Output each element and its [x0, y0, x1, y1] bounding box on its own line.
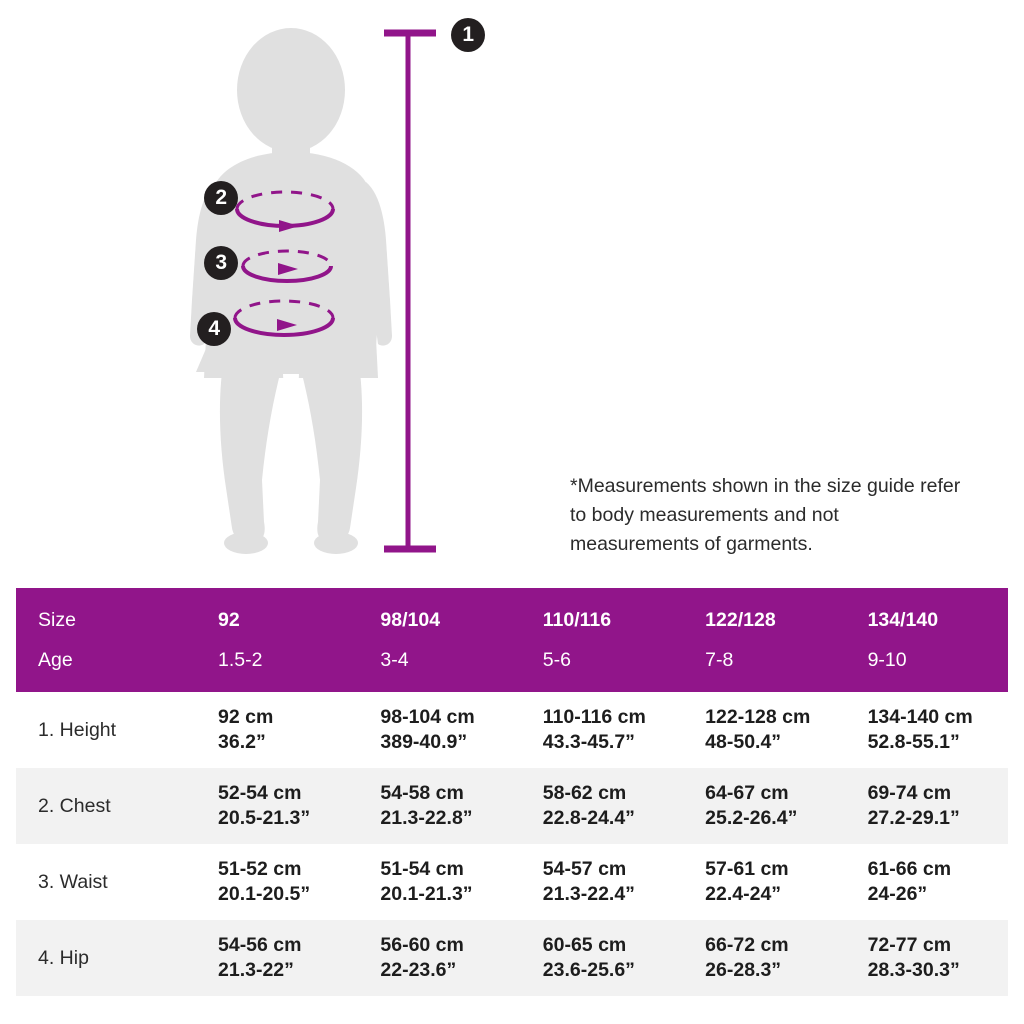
- value-cm: 54-58 cm: [380, 782, 464, 804]
- cell-chest-92: 52-54 cm 20.5-21.3”: [196, 768, 359, 844]
- value-cm: 54-56 cm: [218, 934, 302, 956]
- chest-measure-ellipse: [235, 190, 335, 232]
- header-age-1: 3-4: [358, 640, 521, 692]
- cell-waist-98-104: 51-54 cm 20.1-21.3”: [358, 844, 521, 920]
- value-in: 20.5-21.3”: [218, 807, 311, 829]
- row-label-waist: 3. Waist: [16, 844, 196, 920]
- header-size-2: 110/116: [520, 588, 684, 640]
- height-measure-line: [384, 29, 436, 553]
- value-cm: 61-66 cm: [867, 858, 952, 880]
- silhouette-leg-gap: [283, 374, 299, 430]
- header-size-0: 92: [196, 588, 359, 640]
- table-row: 2. Chest 52-54 cm 20.5-21.3” 54-58 cm 21…: [16, 768, 1008, 844]
- measurements-footnote: *Measurements shown in the size guide re…: [570, 475, 961, 555]
- value-cm: 51-52 cm: [218, 858, 302, 880]
- cell-hip-134-140: 72-77 cm 28.3-30.3”: [845, 920, 1008, 996]
- value-cm: 134-140 cm: [867, 706, 973, 728]
- value-cm: 92 cm: [218, 706, 274, 728]
- cell-height-110-116: 110-116 cm 43.3-45.7”: [520, 692, 684, 768]
- value-in: 20.1-21.3”: [380, 883, 473, 905]
- table-row: 4. Hip 54-56 cm 21.3-22” 56-60 cm 22-23.…: [16, 920, 1008, 996]
- header-age-0: 1.5-2: [196, 640, 359, 692]
- cell-waist-122-128: 57-61 cm 22.4-24”: [683, 844, 846, 920]
- value-in: 22.4-24”: [705, 883, 782, 905]
- value-cm: 122-128 cm: [705, 706, 811, 728]
- value-in: 22-23.6”: [380, 959, 457, 981]
- value-in: 27.2-29.1”: [867, 807, 960, 829]
- value-cm: 66-72 cm: [705, 934, 789, 956]
- size-table-head: Size 92 98/104 110/116 122/128 134/140 A…: [16, 588, 1008, 692]
- value-in: 26-28.3”: [705, 959, 782, 981]
- value-cm: 60-65 cm: [542, 934, 627, 956]
- hip-measure-ellipse: [233, 299, 335, 337]
- cell-height-122-128: 122-128 cm 48-50.4”: [683, 692, 846, 768]
- cell-waist-110-116: 54-57 cm 21.3-22.4”: [520, 844, 684, 920]
- value-cm: 51-54 cm: [380, 858, 464, 880]
- cell-hip-92: 54-56 cm 21.3-22”: [196, 920, 359, 996]
- value-cm: 98-104 cm: [380, 706, 475, 728]
- value-cm: 69-74 cm: [867, 782, 952, 804]
- cell-hip-122-128: 66-72 cm 26-28.3”: [683, 920, 846, 996]
- cell-chest-98-104: 54-58 cm 21.3-22.8”: [358, 768, 521, 844]
- cell-hip-98-104: 56-60 cm 22-23.6”: [358, 920, 521, 996]
- value-in: 36.2”: [218, 731, 266, 753]
- value-in: 20.1-20.5”: [218, 883, 311, 905]
- child-figure-diagram: [190, 28, 436, 554]
- value-in: 23.6-25.6”: [542, 959, 635, 981]
- value-in: 389-40.9”: [380, 731, 468, 753]
- value-in: 21.3-22.4”: [542, 883, 635, 905]
- size-table-body: 1. Height 92 cm 36.2” 98-104 cm 389-40.9…: [16, 692, 1008, 996]
- cell-waist-92: 51-52 cm 20.1-20.5”: [196, 844, 359, 920]
- cell-chest-110-116: 58-62 cm 22.8-24.4”: [520, 768, 684, 844]
- header-age-4: 9-10: [845, 640, 1008, 692]
- value-in: 21.3-22.8”: [380, 807, 473, 829]
- header-size-3: 122/128: [683, 588, 846, 640]
- header-age-3: 7-8: [683, 640, 846, 692]
- value-in: 25.2-26.4”: [705, 807, 798, 829]
- row-label-hip: 4. Hip: [16, 920, 196, 996]
- value-in: 22.8-24.4”: [542, 807, 635, 829]
- badge-3-waist: 3: [204, 246, 238, 280]
- value-cm: 54-57 cm: [542, 858, 627, 880]
- header-size-4: 134/140: [845, 588, 1008, 640]
- value-cm: 57-61 cm: [705, 858, 789, 880]
- header-size-label: Size: [16, 588, 196, 640]
- value-in: 24-26”: [867, 883, 928, 905]
- cell-height-98-104: 98-104 cm 389-40.9”: [358, 692, 521, 768]
- cell-waist-134-140: 61-66 cm 24-26”: [845, 844, 1008, 920]
- cell-chest-122-128: 64-67 cm 25.2-26.4”: [683, 768, 846, 844]
- value-cm: 64-67 cm: [705, 782, 789, 804]
- value-cm: 58-62 cm: [542, 782, 627, 804]
- value-cm: 72-77 cm: [867, 934, 952, 956]
- row-label-chest: 2. Chest: [16, 768, 196, 844]
- cell-height-134-140: 134-140 cm 52.8-55.1”: [845, 692, 1008, 768]
- header-size-1: 98/104: [358, 588, 521, 640]
- value-in: 48-50.4”: [705, 731, 782, 753]
- badge-1-height: 1: [451, 18, 485, 52]
- value-cm: 56-60 cm: [380, 934, 464, 956]
- cell-hip-110-116: 60-65 cm 23.6-25.6”: [520, 920, 684, 996]
- header-age-2: 5-6: [520, 640, 684, 692]
- header-row-age: Age 1.5-2 3-4 5-6 7-8 9-10: [16, 640, 1008, 692]
- row-label-height: 1. Height: [16, 692, 196, 768]
- value-cm: 52-54 cm: [218, 782, 302, 804]
- header-age-label: Age: [16, 640, 196, 692]
- child-silhouette-icon: [190, 28, 392, 554]
- value-in: 43.3-45.7”: [542, 731, 635, 753]
- cell-height-92: 92 cm 36.2”: [196, 692, 359, 768]
- value-in: 52.8-55.1”: [867, 731, 960, 753]
- value-cm: 110-116 cm: [542, 706, 646, 728]
- table-row: 3. Waist 51-52 cm 20.1-20.5” 51-54 cm 20…: [16, 844, 1008, 920]
- size-guide-table: Size 92 98/104 110/116 122/128 134/140 A…: [16, 588, 1008, 996]
- value-in: 28.3-30.3”: [867, 959, 960, 981]
- table-row: 1. Height 92 cm 36.2” 98-104 cm 389-40.9…: [16, 692, 1008, 768]
- value-in: 21.3-22”: [218, 959, 294, 981]
- badge-2-chest: 2: [204, 181, 238, 215]
- cell-chest-134-140: 69-74 cm 27.2-29.1”: [845, 768, 1008, 844]
- waist-measure-ellipse: [241, 249, 333, 283]
- size-guide-illustration: 1 2 3 4 *Measurements shown in the size …: [190, 18, 961, 555]
- header-row-size: Size 92 98/104 110/116 122/128 134/140: [16, 588, 1008, 640]
- badge-4-hip: 4: [197, 312, 231, 346]
